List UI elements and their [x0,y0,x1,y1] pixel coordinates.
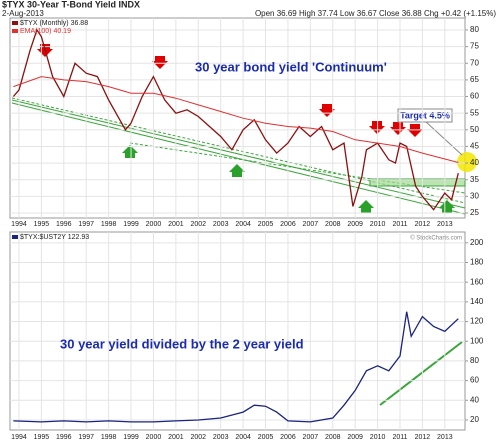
x-tick-label: 2011 [392,221,407,228]
x-tick-label: 1998 [101,434,117,441]
target-label: Target 4.5% [400,110,450,120]
y-tick-label: 140 [470,297,484,306]
x-tick-label: 1995 [34,221,50,228]
x-tick-label: 1994 [11,221,27,228]
y-tick-label: 120 [470,317,484,326]
x-tick-label: 1994 [11,434,27,441]
legend-swatch [12,21,18,25]
annotation: 30 year yield divided by the 2 year yiel… [60,336,304,351]
watermark: © StockCharts.com [410,235,462,242]
x-tick-label: 2011 [392,434,407,441]
y-tick-label: 25 [470,208,479,217]
x-tick-label: 2002 [190,434,206,441]
chart-title: $TYX 30-Year T-Bond Yield INDX [2,0,140,9]
series-line [12,28,459,211]
x-tick-label: 2009 [347,221,363,228]
annotation: 30 year bond yield 'Continuum' [195,59,387,74]
x-tick-label: 1999 [123,221,139,228]
x-tick-label: 2000 [146,434,162,441]
x-tick-label: 2006 [280,221,296,228]
x-tick-label: 1996 [56,434,72,441]
y-tick-label: 45 [470,142,479,151]
y-tick-label: 80 [470,25,479,34]
date: 2-Aug-2013 [2,9,44,18]
y-tick-label: 35 [470,175,479,184]
y-tick-label: 100 [470,336,484,345]
y-tick-label: 20 [470,415,479,424]
y-tick-label: 40 [470,395,479,404]
target-box [397,108,453,123]
x-tick-label: 2009 [347,434,363,441]
x-tick-label: 2013 [437,221,453,228]
series-line [13,76,459,163]
legend-swatch [12,29,18,33]
y-tick-label: 160 [470,277,484,286]
x-tick-label: 2013 [437,434,453,441]
x-tick-label: 2007 [303,434,319,441]
x-tick-label: 2002 [190,221,206,228]
quote: Open 36.69 High 37.74 Low 36.67 Close 36… [255,9,496,18]
x-tick-label: 1997 [78,221,94,228]
x-tick-label: 2007 [303,221,319,228]
x-tick-label: 2008 [325,434,341,441]
y-tick-label: 60 [470,92,479,101]
x-tick-label: 2006 [280,434,296,441]
x-tick-label: 2010 [370,221,386,228]
y-tick-label: 60 [470,376,479,385]
x-tick-label: 2012 [415,434,431,441]
x-tick-label: 1999 [123,434,139,441]
y-tick-label: 70 [470,58,479,67]
x-tick-label: 2001 [168,434,184,441]
trendlines [11,97,466,406]
x-tick-label: 1998 [101,221,117,228]
x-tick-label: 1996 [56,221,72,228]
y-tick-label: 200 [470,238,484,247]
x-tick-label: 1995 [34,434,50,441]
legend-label: $TYX (Monthly) 36.88 [20,20,88,27]
legend-label: EMA(100) 40.19 [20,28,71,35]
y-tick-label: 180 [470,258,484,267]
x-tick-label: 2003 [213,221,229,228]
pane-frame [9,17,466,219]
target-circle [457,152,477,172]
y-tick-label: 80 [470,356,479,365]
y-tick-label: 40 [470,158,479,167]
x-tick-label: 2004 [235,221,251,228]
y-tick-label: 50 [470,125,479,134]
y-tick-label: 30 [470,191,479,200]
x-tick-label: 2005 [258,434,274,441]
x-tick-label: 2000 [146,221,162,228]
legend-label: $TYX:$UST2Y 122.93 [20,234,89,241]
x-tick-label: 2008 [325,221,341,228]
y-tick-label: 55 [470,108,479,117]
x-tick-label: 2012 [415,221,431,228]
y-tick-label: 75 [470,42,479,51]
x-tick-label: 2005 [258,221,274,228]
pane-frame [9,231,466,431]
target-pointer [424,120,463,156]
x-tick-label: 2004 [235,434,251,441]
x-tick-label: 1997 [78,434,94,441]
x-tick-label: 2010 [370,434,386,441]
x-tick-label: 2003 [213,434,229,441]
x-tick-label: 2001 [168,221,184,228]
y-tick-label: 65 [470,75,479,84]
legend-swatch [12,235,18,239]
series-line [13,311,459,423]
